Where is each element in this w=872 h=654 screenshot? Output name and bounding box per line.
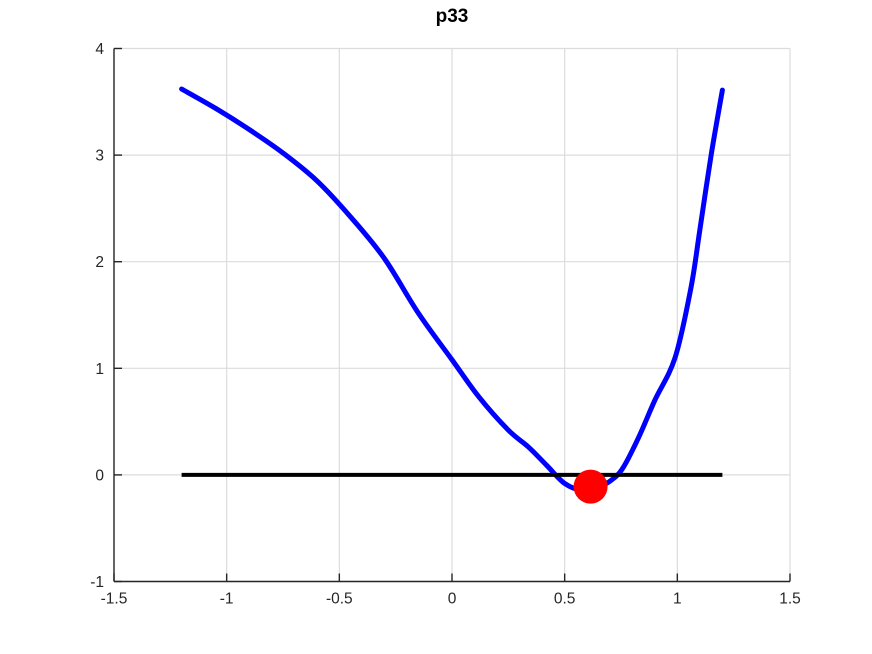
x-tick-label-0: 0 xyxy=(448,591,457,608)
y-tick-label-2: 2 xyxy=(95,254,104,271)
y-tick-label-1: 1 xyxy=(95,361,104,378)
x-tick-label-1: 1 xyxy=(673,591,682,608)
x-tick-label-0.5: 0.5 xyxy=(554,591,576,608)
x-tick-label-1.5: 1.5 xyxy=(779,591,801,608)
y-tick-label-4: 4 xyxy=(95,41,104,58)
chart-title: p33 xyxy=(435,6,469,27)
x-tick-label--0.5: -0.5 xyxy=(326,591,353,608)
minimum-marker xyxy=(573,469,608,504)
x-tick-label--1: -1 xyxy=(220,591,234,608)
x-tick-label--1.5: -1.5 xyxy=(101,591,128,608)
y-tick-label-3: 3 xyxy=(95,148,104,165)
y-tick-label--1: -1 xyxy=(90,574,104,591)
function-curve xyxy=(179,86,725,493)
y-tick-label-0: 0 xyxy=(95,467,104,484)
